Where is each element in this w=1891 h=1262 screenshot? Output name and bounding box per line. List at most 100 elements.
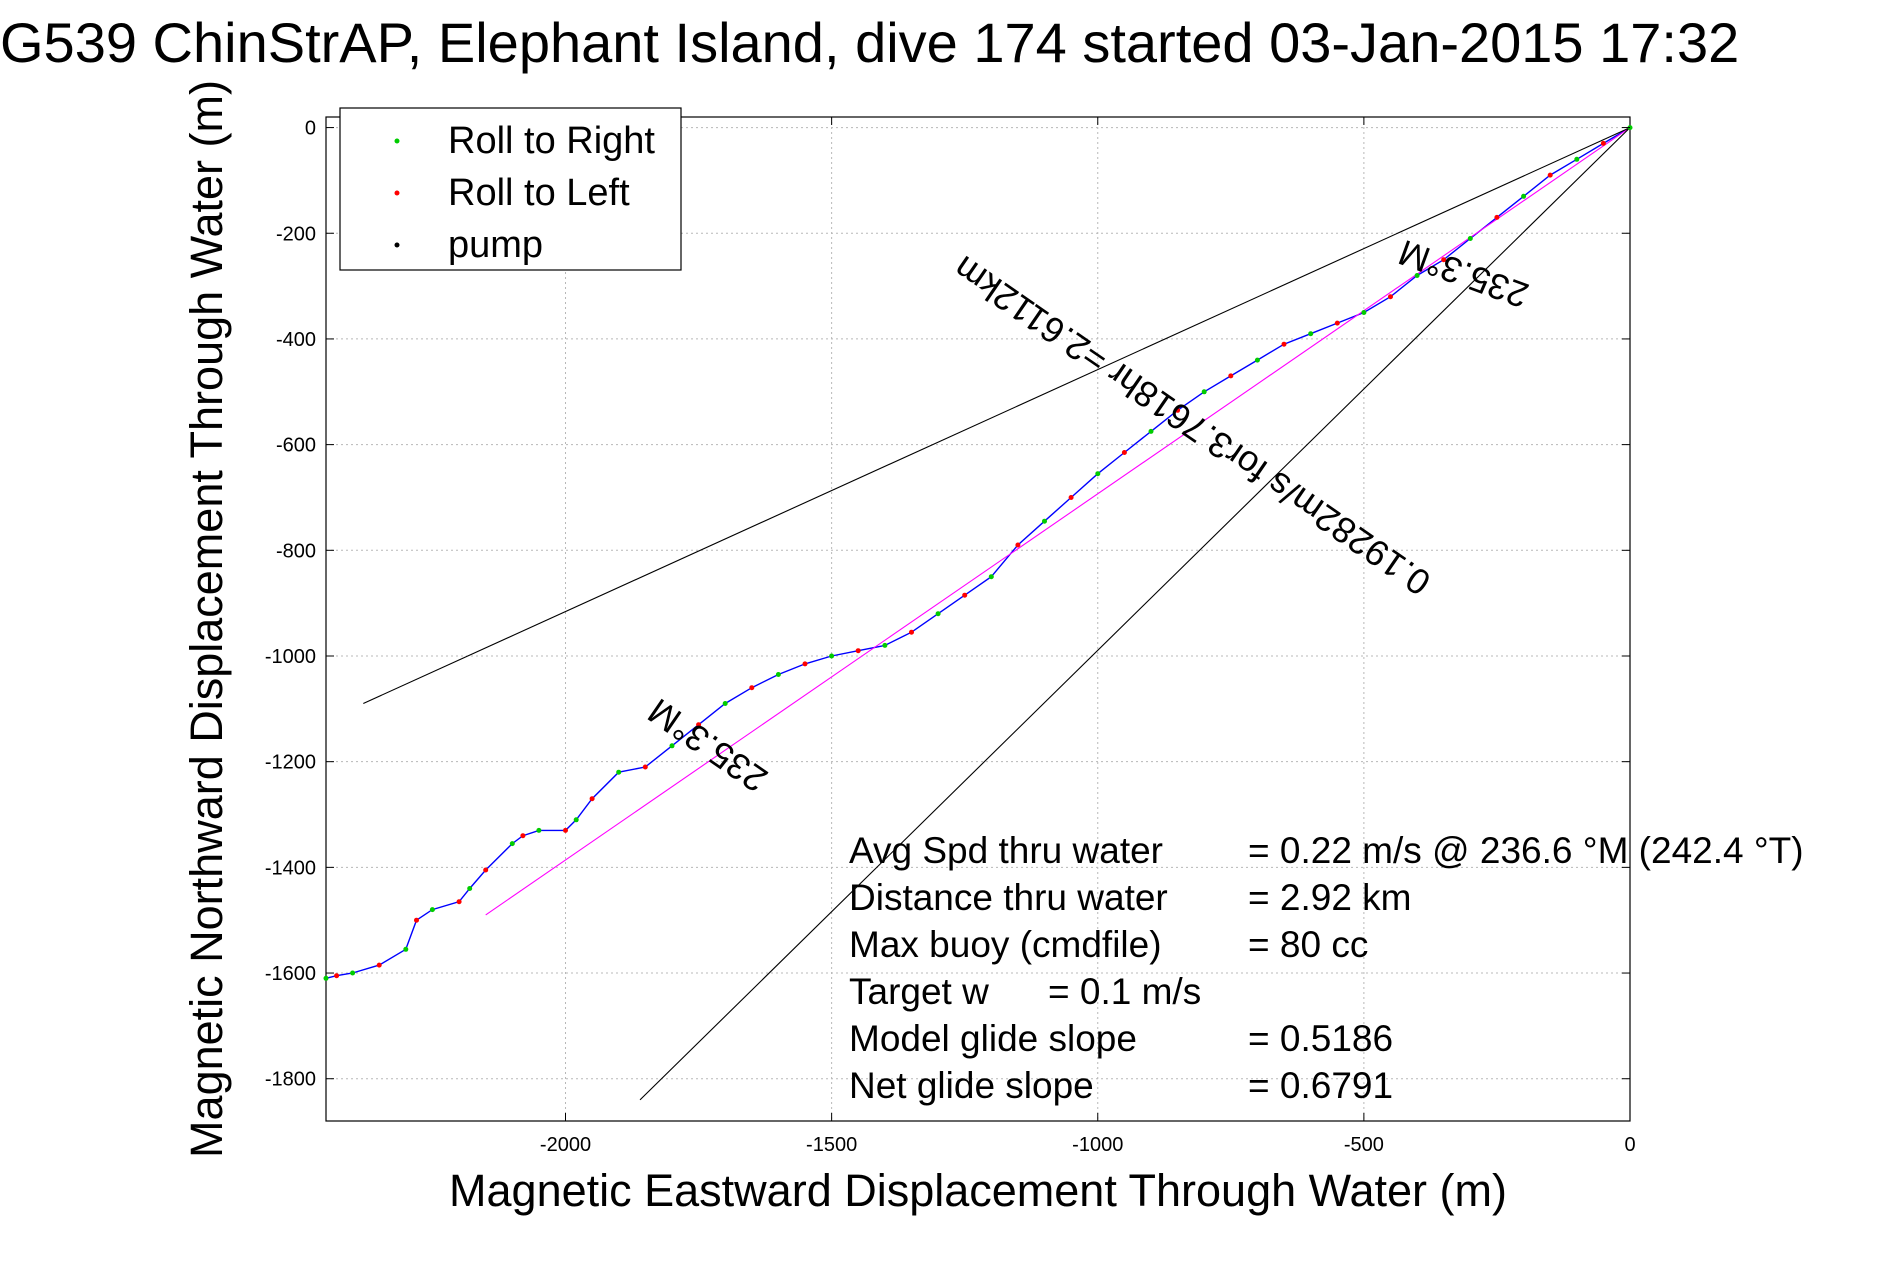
roll-left-marker xyxy=(642,764,648,770)
roll-left-marker xyxy=(1388,294,1393,300)
y-tick-label: 0 xyxy=(305,118,316,140)
annotation-2: 235.3°M xyxy=(640,691,774,801)
roll-left-marker xyxy=(909,629,914,635)
roll-right-marker xyxy=(1308,331,1314,337)
legend: Roll to Right Roll to Left pump xyxy=(339,107,682,271)
roll-right-marker xyxy=(573,817,579,823)
stat-model-glide-label: Model glide slope xyxy=(849,1018,1137,1059)
x-tick-label: 0 xyxy=(1624,1134,1635,1156)
roll-left-marker xyxy=(334,973,340,979)
stat-net-glide-label: Net glide slope xyxy=(849,1065,1094,1106)
y-tick-label: -600 xyxy=(276,435,316,457)
roll-right-marker xyxy=(1414,273,1420,278)
stat-net-glide-value: = 0.6791 xyxy=(1248,1065,1393,1106)
roll-left-marker xyxy=(1175,407,1181,413)
stat-avg-speed-label: Avg Spd thru water xyxy=(849,830,1163,871)
tick-layer: -2000 -1500 -1000 -500 0 0 -200 -400 -600 -800 -10… xyxy=(265,117,1636,1156)
roll-right-marker xyxy=(536,827,542,833)
x-tick-label: -1000 xyxy=(1072,1134,1123,1156)
roll-left-marker xyxy=(589,796,595,802)
roll-right-marker xyxy=(669,743,675,749)
roll-right-marker xyxy=(429,907,435,913)
roll-right-marker xyxy=(1361,310,1367,315)
roll-left-marker xyxy=(1228,373,1234,379)
roll-left-marker xyxy=(1547,172,1553,178)
roll-right-marker xyxy=(323,975,329,981)
roll-right-marker xyxy=(1042,518,1047,524)
stat-distance-value: = 2.92 km xyxy=(1248,877,1412,918)
marker-layer xyxy=(323,125,1633,981)
roll-left-marker xyxy=(1015,542,1021,548)
roll-left-marker xyxy=(414,917,419,923)
y-tick-label: -400 xyxy=(276,329,316,351)
roll-right-marker xyxy=(1148,428,1154,434)
roll-left-marker xyxy=(1281,341,1287,347)
y-tick-label: -1200 xyxy=(265,752,316,774)
roll-right-marker xyxy=(467,886,473,891)
roll-left-marker xyxy=(1600,140,1606,146)
y-tick-label: -800 xyxy=(276,540,316,562)
stat-target-w-label: Target w xyxy=(849,971,989,1012)
grid xyxy=(326,117,1631,1121)
y-axis-label: Magnetic Northward Displacement Through … xyxy=(181,80,232,1158)
roll-right-marker xyxy=(616,769,622,775)
roll-left-marker xyxy=(696,722,702,728)
stats-panel: Avg Spd thru water = 0.22 m/s @ 236.6 °M… xyxy=(849,830,1804,1106)
y-tick-label: -200 xyxy=(276,223,316,245)
roll-right-marker xyxy=(1254,357,1260,363)
legend-label-roll-left: Roll to Left xyxy=(448,172,630,214)
stat-target-w-value: = 0.1 m/s xyxy=(1048,971,1201,1012)
stat-max-buoy-label: Max buoy (cmdfile) xyxy=(849,924,1162,965)
roll-left-marker xyxy=(563,827,568,833)
roll-right-marker xyxy=(722,701,728,706)
y-tick-label: -1000 xyxy=(265,646,316,668)
roll-left-marker xyxy=(855,648,861,654)
roll-right-marker xyxy=(1574,156,1580,162)
roll-right-marker xyxy=(509,841,515,847)
legend-label-roll-right: Roll to Right xyxy=(448,120,655,162)
roll-right-marker xyxy=(1095,471,1101,477)
roll-left-marker xyxy=(1121,450,1127,455)
x-tick-label: -500 xyxy=(1344,1134,1384,1156)
stat-avg-speed-value: = 0.22 m/s @ 236.6 °M (242.4 °T) xyxy=(1248,830,1804,871)
plot-frame xyxy=(325,116,1631,1122)
y-tick-label: -1600 xyxy=(265,963,316,985)
roll-left-marker xyxy=(1068,495,1074,500)
roll-right-marker xyxy=(935,611,941,617)
x-tick-label: -1500 xyxy=(806,1134,857,1156)
roll-right-marker xyxy=(403,946,409,952)
y-tick-label: -1800 xyxy=(265,1069,316,1091)
roll-right-marker xyxy=(1467,236,1473,241)
roll-right-marker xyxy=(988,574,994,580)
stat-max-buoy-value: = 80 cc xyxy=(1248,924,1368,965)
legend-marker-pump xyxy=(394,242,400,248)
roll-left-marker xyxy=(1441,257,1447,263)
chart-title: G539 ChinStrAP, Elephant Island, dive 17… xyxy=(0,11,1739,74)
roll-left-marker xyxy=(1334,320,1340,326)
roll-right-marker xyxy=(1201,389,1207,395)
stat-distance-label: Distance thru water xyxy=(849,877,1168,918)
roll-right-marker xyxy=(775,672,781,677)
roll-left-marker xyxy=(802,661,808,667)
roll-left-marker xyxy=(520,833,526,839)
x-tick-label: -2000 xyxy=(540,1134,591,1156)
y-tick-label: -1400 xyxy=(265,857,316,879)
roll-left-marker xyxy=(483,867,489,873)
roll-right-marker xyxy=(829,653,835,659)
series-line-3 xyxy=(639,127,1631,1101)
roll-left-marker xyxy=(749,685,755,691)
stat-model-glide-value: = 0.5186 xyxy=(1248,1018,1393,1059)
legend-label-pump: pump xyxy=(448,224,543,266)
x-axis-label: Magnetic Eastward Displacement Through W… xyxy=(449,1165,1507,1216)
legend-marker-roll-left xyxy=(394,190,400,196)
series-line-1 xyxy=(485,127,1631,916)
roll-left-marker xyxy=(456,899,462,905)
roll-right-marker xyxy=(1521,193,1527,199)
roll-right-marker xyxy=(350,970,356,976)
roll-left-marker xyxy=(1494,214,1500,220)
legend-marker-roll-right xyxy=(394,138,400,144)
series-line-2 xyxy=(363,127,1631,705)
roll-left-marker xyxy=(962,592,968,598)
roll-right-marker xyxy=(882,642,888,648)
